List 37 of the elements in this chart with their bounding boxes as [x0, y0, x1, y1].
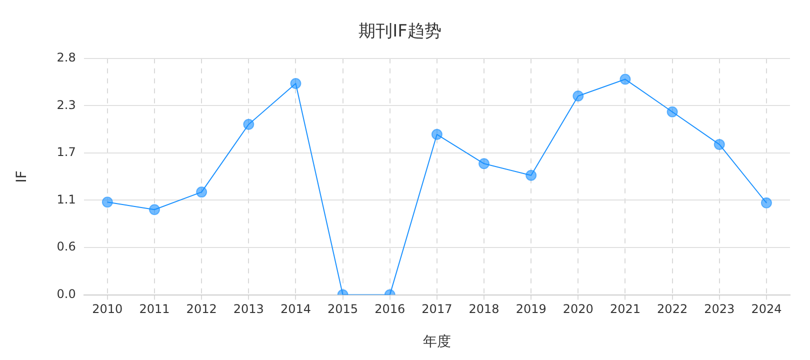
x-tick-label: 2014 — [280, 302, 311, 316]
point — [102, 196, 113, 208]
y-tick-label: 2.3 — [56, 98, 76, 112]
chart-title: 期刊IF趋势 — [358, 22, 442, 42]
x-tick-label: 2016 — [374, 302, 406, 316]
x-tick-label: 2022 — [657, 302, 688, 316]
x-axis-title: 年度 — [422, 334, 451, 350]
point — [148, 204, 160, 216]
y-axis-title: IF — [14, 170, 30, 183]
x-tick-label: 2019 — [516, 302, 546, 316]
x-tick-label: 2021 — [610, 302, 641, 316]
y-tick-label: 0.6 — [56, 240, 76, 254]
x-tick-label: 2018 — [468, 302, 500, 316]
x-tick-label: 2011 — [139, 302, 170, 316]
point — [478, 158, 490, 170]
x-tick-label: 2024 — [751, 302, 782, 316]
point — [526, 170, 537, 181]
y-tick-label: 1.1 — [56, 192, 76, 206]
point — [714, 138, 725, 150]
point — [196, 186, 208, 198]
point — [760, 197, 772, 208]
x-tick-label: 2020 — [562, 302, 594, 316]
x-tick-label: 2012 — [186, 302, 217, 316]
y-tick-label: 1.7 — [56, 145, 76, 160]
point — [666, 106, 678, 118]
point — [620, 74, 631, 85]
point — [290, 78, 302, 89]
point — [572, 90, 584, 102]
x-tick-label: 2023 — [704, 302, 735, 316]
y-tick-label: 0.0 — [56, 286, 76, 301]
x-tick-label: 2013 — [233, 302, 264, 316]
x-tick-label: 2015 — [328, 302, 358, 316]
point — [431, 128, 442, 140]
x-tick-label: 2017 — [422, 302, 452, 316]
y-tick-label: 2.8 — [56, 50, 76, 65]
x-tick-label: 2010 — [92, 302, 123, 316]
point — [243, 118, 254, 130]
